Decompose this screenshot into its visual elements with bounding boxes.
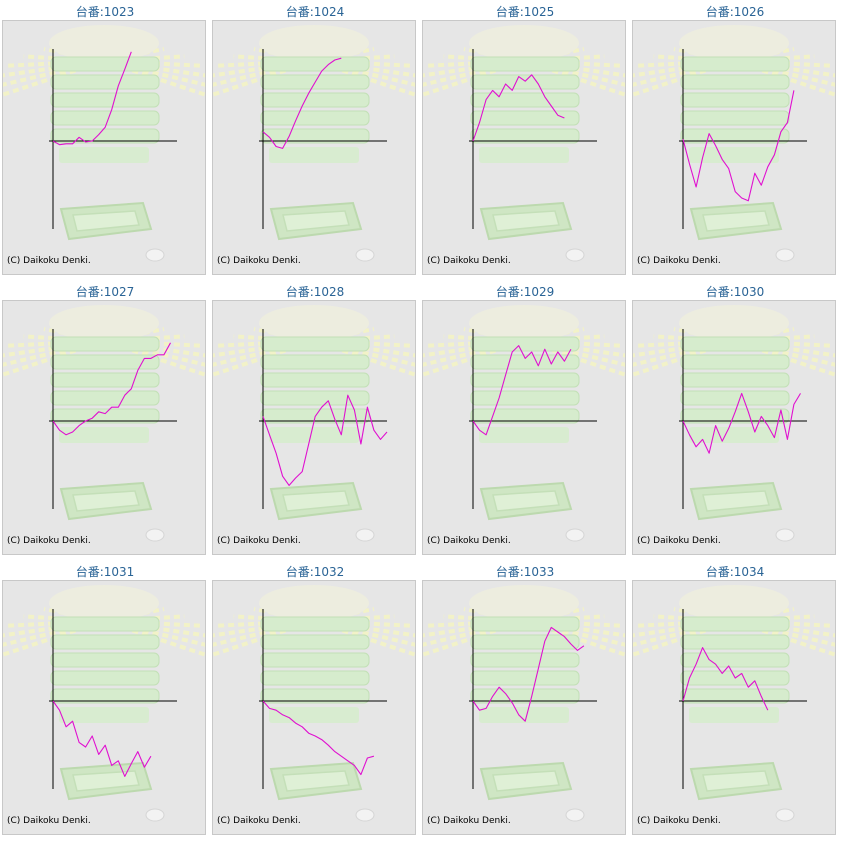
chart-plot <box>49 609 177 789</box>
chart-title: 台番:1026 <box>705 5 765 19</box>
background-artwork <box>633 305 835 542</box>
chart-frame: (C) Daikoku Denki. <box>212 580 416 835</box>
chart-panel: 台番:1026 (C) Daikoku Denki. <box>630 0 840 280</box>
copyright-text: (C) Daikoku Denki. <box>427 816 511 826</box>
series-line <box>52 51 132 146</box>
copyright-text: (C) Daikoku Denki. <box>217 256 301 266</box>
chart-panel: 台番:1034 (C) Daikoku Denki. <box>630 560 840 840</box>
copyright-text: (C) Daikoku Denki. <box>7 536 91 546</box>
chart-panel: 台番:1032 (C) Daikoku Denki. <box>210 560 420 840</box>
copyright-text: (C) Daikoku Denki. <box>217 536 301 546</box>
chart-plot <box>679 49 807 229</box>
series-line <box>262 57 342 149</box>
chart-title: 台番:1033 <box>495 565 555 579</box>
chart-title: 台番:1023 <box>75 5 135 19</box>
chart-frame: (C) Daikoku Denki. <box>422 580 626 835</box>
series-line <box>682 647 769 711</box>
chart-frame: (C) Daikoku Denki. <box>212 20 416 275</box>
chart-panel: 台番:1029 (C) Daikoku Denki. <box>420 280 630 560</box>
copyright-text: (C) Daikoku Denki. <box>7 816 91 826</box>
chart-title: 台番:1030 <box>705 285 765 299</box>
chart-panel: 台番:1024 (C) Daikoku Denki. <box>210 0 420 280</box>
chart-plot <box>259 49 387 229</box>
chart-frame: (C) Daikoku Denki. <box>422 20 626 275</box>
chart-title: 台番:1025 <box>495 5 555 19</box>
chart-frame: (C) Daikoku Denki. <box>632 580 836 835</box>
series-line <box>52 700 152 777</box>
chart-plot <box>259 329 388 509</box>
series-line <box>682 90 795 202</box>
chart-title: 台番:1031 <box>75 565 135 579</box>
chart-frame: (C) Daikoku Denki. <box>2 300 206 555</box>
series-line <box>262 394 388 486</box>
copyright-text: (C) Daikoku Denki. <box>427 536 511 546</box>
chart-plot <box>259 609 387 789</box>
copyright-text: (C) Daikoku Denki. <box>427 256 511 266</box>
chart-plot <box>469 329 597 509</box>
series-line <box>472 345 572 436</box>
chart-plot <box>49 329 177 509</box>
series-line <box>472 74 565 142</box>
background-artwork <box>423 585 625 822</box>
chart-plot <box>49 49 177 229</box>
chart-plot <box>679 609 807 789</box>
series-line <box>472 626 585 722</box>
background-artwork <box>3 585 205 822</box>
background-artwork <box>3 305 205 542</box>
chart-plot <box>469 609 597 789</box>
chart-frame: (C) Daikoku Denki. <box>632 20 836 275</box>
chart-frame: (C) Daikoku Denki. <box>2 580 206 835</box>
background-artwork <box>633 25 835 262</box>
chart-title: 台番:1027 <box>75 285 135 299</box>
chart-frame: (C) Daikoku Denki. <box>632 300 836 555</box>
series-line <box>682 392 801 454</box>
chart-title: 台番:1029 <box>495 285 555 299</box>
chart-panel: 台番:1027 (C) Daikoku Denki. <box>0 280 210 560</box>
chart-frame: (C) Daikoku Denki. <box>212 300 416 555</box>
chart-title: 台番:1024 <box>285 5 345 19</box>
chart-plot <box>679 329 807 509</box>
chart-panel: 台番:1023 (C) Daikoku Denki. <box>0 0 210 280</box>
chart-title: 台番:1032 <box>285 565 345 579</box>
copyright-text: (C) Daikoku Denki. <box>217 816 301 826</box>
background-artwork <box>213 585 415 822</box>
chart-panel: 台番:1025 (C) Daikoku Denki. <box>420 0 630 280</box>
chart-frame: (C) Daikoku Denki. <box>422 300 626 555</box>
chart-panel: 台番:1030 (C) Daikoku Denki. <box>630 280 840 560</box>
chart-frame: (C) Daikoku Denki. <box>2 20 206 275</box>
chart-panel: 台番:1028 (C) Daikoku Denki. <box>210 280 420 560</box>
chart-panel: 台番:1033 (C) Daikoku Denki. <box>420 560 630 840</box>
series-line <box>262 700 375 776</box>
background-artwork <box>213 305 415 542</box>
copyright-text: (C) Daikoku Denki. <box>637 256 721 266</box>
series-line <box>52 342 171 436</box>
background-artwork <box>423 25 625 262</box>
copyright-text: (C) Daikoku Denki. <box>7 256 91 266</box>
chart-panel: 台番:1031 (C) Daikoku Denki. <box>0 560 210 840</box>
chart-plot <box>469 49 597 229</box>
chart-title: 台番:1034 <box>705 565 765 579</box>
background-artwork <box>213 25 415 262</box>
background-artwork <box>423 305 625 542</box>
chart-title: 台番:1028 <box>285 285 345 299</box>
copyright-text: (C) Daikoku Denki. <box>637 816 721 826</box>
copyright-text: (C) Daikoku Denki. <box>637 536 721 546</box>
